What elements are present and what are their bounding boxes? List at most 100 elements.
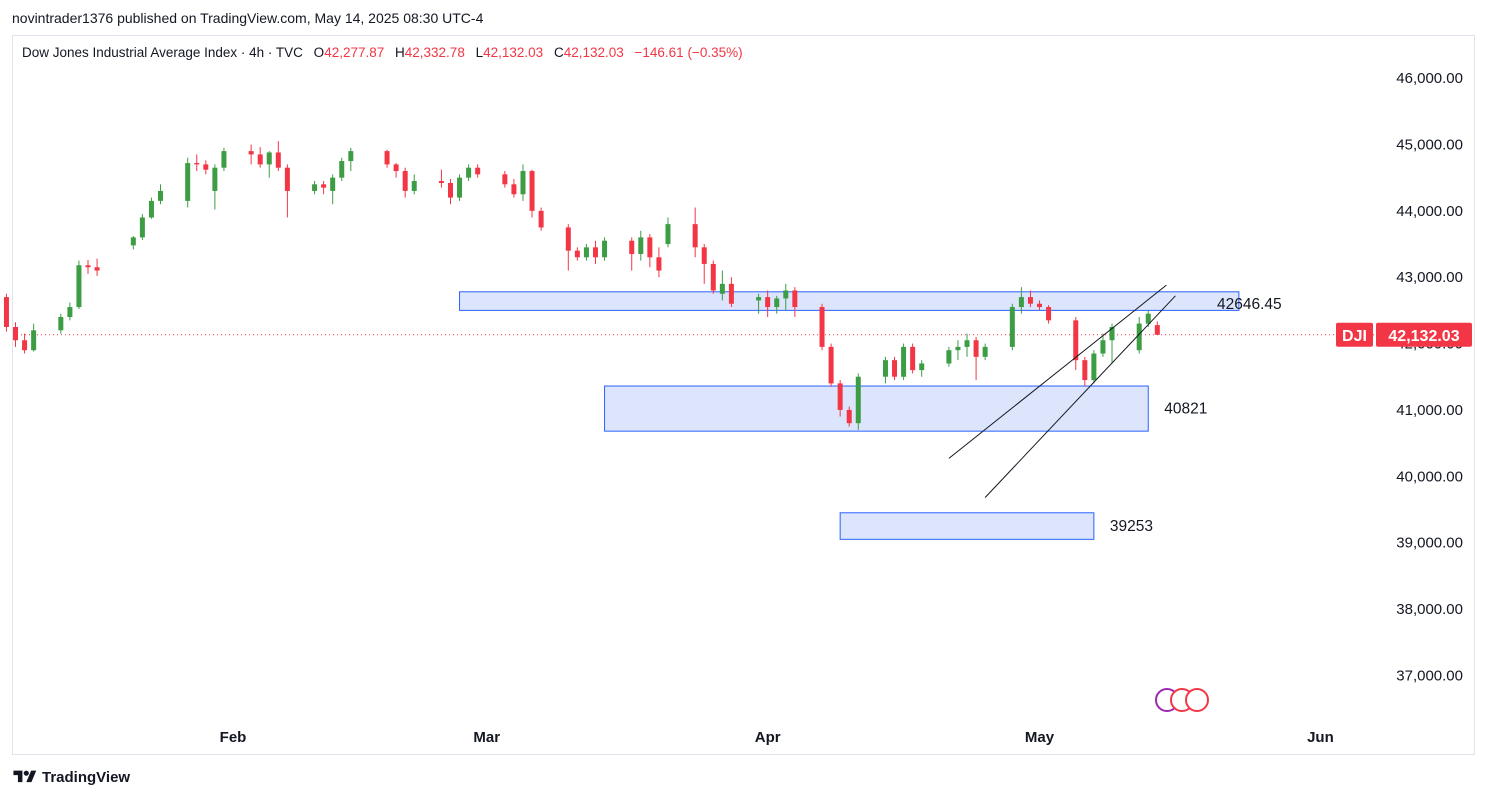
candle-body <box>76 265 82 308</box>
candle-body <box>765 297 771 308</box>
candle-body <box>892 360 898 377</box>
candle-body <box>1154 325 1160 335</box>
candle-body <box>656 257 662 271</box>
x-tick-label: May <box>1025 729 1055 746</box>
candle-body <box>919 363 925 371</box>
candle-body <box>1082 360 1088 381</box>
candle-body <box>583 247 589 258</box>
candle-body <box>1027 297 1033 304</box>
candle-body <box>148 200 154 218</box>
candle-body <box>665 224 671 245</box>
tradingview-logo[interactable]: TradingView <box>12 768 130 786</box>
legend-change: −146.61 (−0.35%) <box>634 45 743 60</box>
y-tick-label: 39,000.00 <box>1396 535 1463 552</box>
publisher-line: novintrader1376 published on TradingView… <box>12 10 484 26</box>
candle-body <box>221 151 227 168</box>
x-tick-label: Jun <box>1307 729 1334 746</box>
channel-upper-line <box>948 284 1167 459</box>
candle-body <box>756 297 762 301</box>
candle-body <box>502 174 508 185</box>
candle-body <box>701 247 707 264</box>
y-tick-label: 41,000.00 <box>1396 402 1463 419</box>
price-badge <box>1376 322 1472 347</box>
candle-body <box>529 171 535 211</box>
event-flags[interactable] <box>1155 688 1209 712</box>
candle-body <box>565 227 571 251</box>
legend-low: 42,132.03 <box>483 45 544 60</box>
candles-layer <box>3 141 1160 430</box>
tradingview-logo-icon <box>13 770 37 783</box>
candle-body <box>85 265 91 268</box>
candle-body <box>393 164 399 172</box>
candle-body <box>321 184 327 188</box>
candle-body <box>792 290 798 308</box>
time-axis: Feb Mar Apr May Jun <box>220 729 1334 746</box>
price-axis: 37,000.00 38,000.00 39,000.00 40,000.00 41,0… <box>1396 70 1463 684</box>
legend-close-key: C <box>553 45 564 60</box>
candle-body <box>955 346 961 351</box>
candle-body <box>411 180 417 191</box>
x-tick-label: Feb <box>220 729 247 746</box>
legend-high: 42,332.78 <box>404 45 465 60</box>
candle-body <box>1037 303 1043 308</box>
candle-body <box>1046 307 1052 321</box>
candle-body <box>910 346 916 371</box>
candle-body <box>339 161 345 178</box>
candle-body <box>1109 326 1115 341</box>
candle-body <box>266 152 272 165</box>
y-tick-label: 38,000.00 <box>1396 601 1463 618</box>
candle-body <box>13 326 19 341</box>
candle-body <box>574 250 580 258</box>
candle-body <box>710 263 716 291</box>
candle-body <box>629 240 635 254</box>
chart-legend: Dow Jones Industrial Average Index · 4h … <box>22 45 743 60</box>
candle-body <box>3 297 9 327</box>
y-tick-label: 44,000.00 <box>1396 203 1463 220</box>
candle-body <box>130 237 136 246</box>
zone-label: 39253 <box>1110 518 1153 535</box>
zones-layer: 40821 39253 <box>459 291 1240 540</box>
candle-body <box>592 247 598 258</box>
candle-body <box>257 154 263 165</box>
legend-open-key: O <box>313 45 325 60</box>
y-tick-label: 46,000.00 <box>1396 70 1463 87</box>
candle-body <box>520 171 526 195</box>
candle-body <box>275 152 281 168</box>
candle-body <box>185 163 191 201</box>
candle-body <box>1018 297 1024 308</box>
price-badge-text: 42,132.03 <box>1388 328 1459 345</box>
y-tick-label: 45,000.00 <box>1396 136 1463 153</box>
candle-body <box>901 346 907 377</box>
candle-body <box>457 177 463 198</box>
candle-body <box>1073 320 1079 361</box>
candle-body <box>1091 353 1097 381</box>
candle-body <box>511 184 517 195</box>
y-tick-label: 43,000.00 <box>1396 269 1463 286</box>
candle-body <box>638 237 644 254</box>
candle-body <box>31 330 37 351</box>
candle-body <box>837 383 843 410</box>
legend-close: 42,132.03 <box>563 45 624 60</box>
legend-instrument: Dow Jones Industrial Average Index · 4h … <box>22 45 303 60</box>
candle-body <box>602 240 608 258</box>
candle-body <box>828 346 834 384</box>
price-badge-layer: DJI 42,132.03 <box>1336 322 1472 347</box>
candle-body <box>728 283 734 304</box>
candle-body <box>284 167 290 191</box>
us-flag-icon[interactable] <box>1185 688 1209 712</box>
candle-body <box>964 340 970 347</box>
candle-body <box>438 180 444 183</box>
candle-body <box>475 167 481 175</box>
candle-body <box>946 350 952 364</box>
candle-body <box>855 376 861 424</box>
candle-body <box>248 151 254 155</box>
support-resistance-zone <box>604 385 1149 432</box>
chart-frame[interactable] <box>12 35 1475 755</box>
candle-body <box>203 164 209 170</box>
legend-high-key: H <box>395 45 405 60</box>
symbol-badge-text: DJI <box>1342 328 1367 345</box>
zone-label: 40821 <box>1164 401 1207 418</box>
candle-body <box>67 307 73 318</box>
support-resistance-zone <box>839 512 1095 540</box>
